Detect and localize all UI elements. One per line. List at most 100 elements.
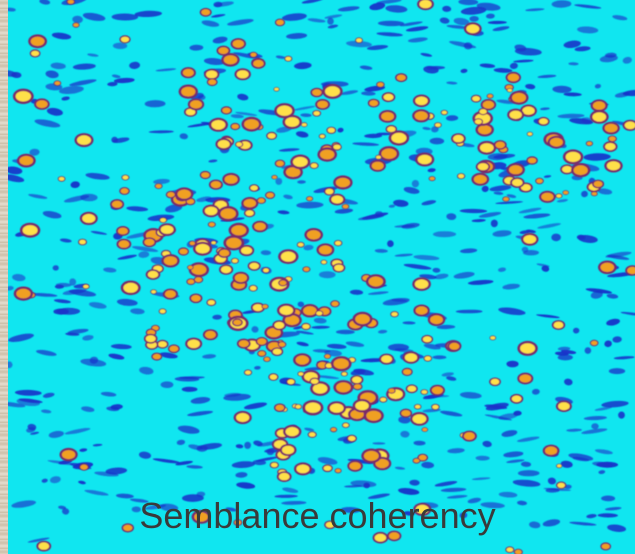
low-coherency-streak bbox=[388, 204, 396, 208]
low-coherency-streak bbox=[304, 427, 315, 432]
low-coherency-streak bbox=[296, 341, 309, 347]
high-coherency-cluster bbox=[122, 175, 129, 180]
low-coherency-streak bbox=[106, 406, 120, 412]
low-coherency-streak bbox=[111, 13, 139, 21]
high-coherency-cluster bbox=[201, 172, 210, 178]
low-coherency-streak bbox=[563, 92, 582, 97]
low-coherency-streak bbox=[493, 191, 504, 195]
low-coherency-streak bbox=[506, 459, 525, 463]
low-coherency-streak bbox=[300, 113, 312, 118]
low-coherency-streak bbox=[429, 137, 445, 145]
low-coherency-streak bbox=[542, 519, 561, 527]
high-coherency-cluster bbox=[226, 237, 242, 249]
low-coherency-streak bbox=[498, 307, 526, 316]
low-coherency-streak bbox=[189, 44, 204, 51]
low-coherency-streak bbox=[62, 288, 87, 295]
low-coherency-streak bbox=[212, 314, 222, 320]
high-coherency-cluster bbox=[244, 119, 259, 130]
high-coherency-cluster bbox=[381, 355, 393, 363]
low-coherency-streak bbox=[608, 368, 626, 375]
low-coherency-streak bbox=[478, 211, 502, 218]
low-coherency-streak bbox=[498, 413, 518, 420]
high-coherency-cluster bbox=[374, 533, 387, 542]
low-coherency-streak bbox=[108, 353, 125, 360]
high-coherency-cluster bbox=[210, 181, 221, 189]
high-coherency-cluster bbox=[238, 340, 249, 347]
high-coherency-cluster bbox=[325, 86, 340, 97]
low-coherency-streak bbox=[601, 495, 616, 502]
high-coherency-cluster bbox=[234, 273, 247, 283]
high-coherency-cluster bbox=[333, 144, 341, 150]
high-coherency-cluster bbox=[418, 454, 427, 461]
low-coherency-streak bbox=[126, 206, 149, 212]
low-coherency-streak bbox=[517, 500, 527, 506]
high-coherency-cluster bbox=[331, 427, 337, 432]
low-coherency-streak bbox=[492, 26, 510, 31]
high-coherency-cluster bbox=[391, 132, 407, 144]
low-coherency-streak bbox=[501, 430, 518, 437]
low-coherency-streak bbox=[89, 302, 107, 309]
low-coherency-streak bbox=[42, 211, 62, 219]
high-coherency-cluster bbox=[507, 73, 519, 82]
high-coherency-cluster bbox=[479, 109, 487, 115]
low-coherency-streak bbox=[480, 502, 505, 509]
high-coherency-cluster bbox=[269, 374, 278, 380]
high-coherency-cluster bbox=[272, 175, 277, 179]
low-coherency-streak bbox=[152, 458, 181, 464]
high-coherency-cluster bbox=[335, 241, 342, 246]
high-coherency-cluster bbox=[262, 304, 268, 309]
low-coherency-streak bbox=[85, 172, 110, 180]
low-coherency-streak bbox=[489, 185, 512, 192]
low-coherency-streak bbox=[394, 253, 413, 257]
low-coherency-streak bbox=[367, 493, 390, 499]
low-coherency-streak bbox=[440, 487, 467, 492]
high-coherency-cluster bbox=[312, 383, 328, 394]
low-coherency-streak bbox=[378, 329, 388, 334]
low-coherency-streak bbox=[231, 461, 256, 468]
low-coherency-streak bbox=[529, 521, 541, 529]
seismic-attribute-map bbox=[8, 0, 635, 554]
low-coherency-streak bbox=[605, 507, 622, 511]
high-coherency-cluster bbox=[160, 225, 174, 234]
high-coherency-cluster bbox=[369, 100, 379, 107]
low-coherency-streak bbox=[481, 185, 489, 193]
high-coherency-cluster bbox=[211, 120, 226, 130]
low-coherency-streak bbox=[260, 250, 272, 256]
low-coherency-streak bbox=[359, 65, 373, 70]
high-coherency-cluster bbox=[303, 267, 310, 272]
low-coherency-streak bbox=[556, 199, 568, 203]
low-coherency-streak bbox=[175, 460, 193, 466]
low-coherency-streak bbox=[92, 443, 103, 447]
high-coherency-cluster bbox=[250, 52, 257, 57]
low-coherency-streak bbox=[513, 59, 534, 63]
low-coherency-streak bbox=[41, 409, 52, 414]
high-coherency-cluster bbox=[520, 343, 536, 354]
low-coherency-streak bbox=[407, 37, 428, 43]
high-coherency-cluster bbox=[204, 206, 218, 216]
low-coherency-streak bbox=[188, 444, 203, 450]
low-coherency-streak bbox=[16, 398, 41, 407]
high-coherency-cluster bbox=[208, 79, 217, 85]
high-coherency-cluster bbox=[479, 143, 494, 153]
low-coherency-streak bbox=[275, 177, 283, 185]
low-coherency-streak bbox=[459, 512, 468, 519]
high-coherency-cluster bbox=[117, 227, 128, 235]
low-coherency-streak bbox=[597, 513, 618, 518]
low-coherency-streak bbox=[130, 308, 145, 315]
high-coherency-cluster bbox=[601, 543, 610, 550]
high-coherency-cluster bbox=[245, 370, 251, 375]
low-coherency-streak bbox=[391, 298, 408, 302]
high-coherency-cluster bbox=[368, 276, 384, 287]
low-coherency-streak bbox=[577, 26, 599, 34]
low-coherency-streak bbox=[313, 317, 327, 324]
high-coherency-cluster bbox=[321, 260, 327, 264]
low-coherency-streak bbox=[100, 391, 117, 397]
low-coherency-streak bbox=[455, 309, 483, 314]
low-coherency-streak bbox=[295, 131, 309, 138]
low-coherency-streak bbox=[49, 476, 61, 484]
high-coherency-cluster bbox=[307, 197, 313, 201]
low-coherency-streak bbox=[34, 119, 61, 128]
high-coherency-cluster bbox=[164, 290, 176, 298]
high-coherency-cluster bbox=[158, 341, 167, 348]
high-coherency-cluster bbox=[274, 321, 285, 329]
